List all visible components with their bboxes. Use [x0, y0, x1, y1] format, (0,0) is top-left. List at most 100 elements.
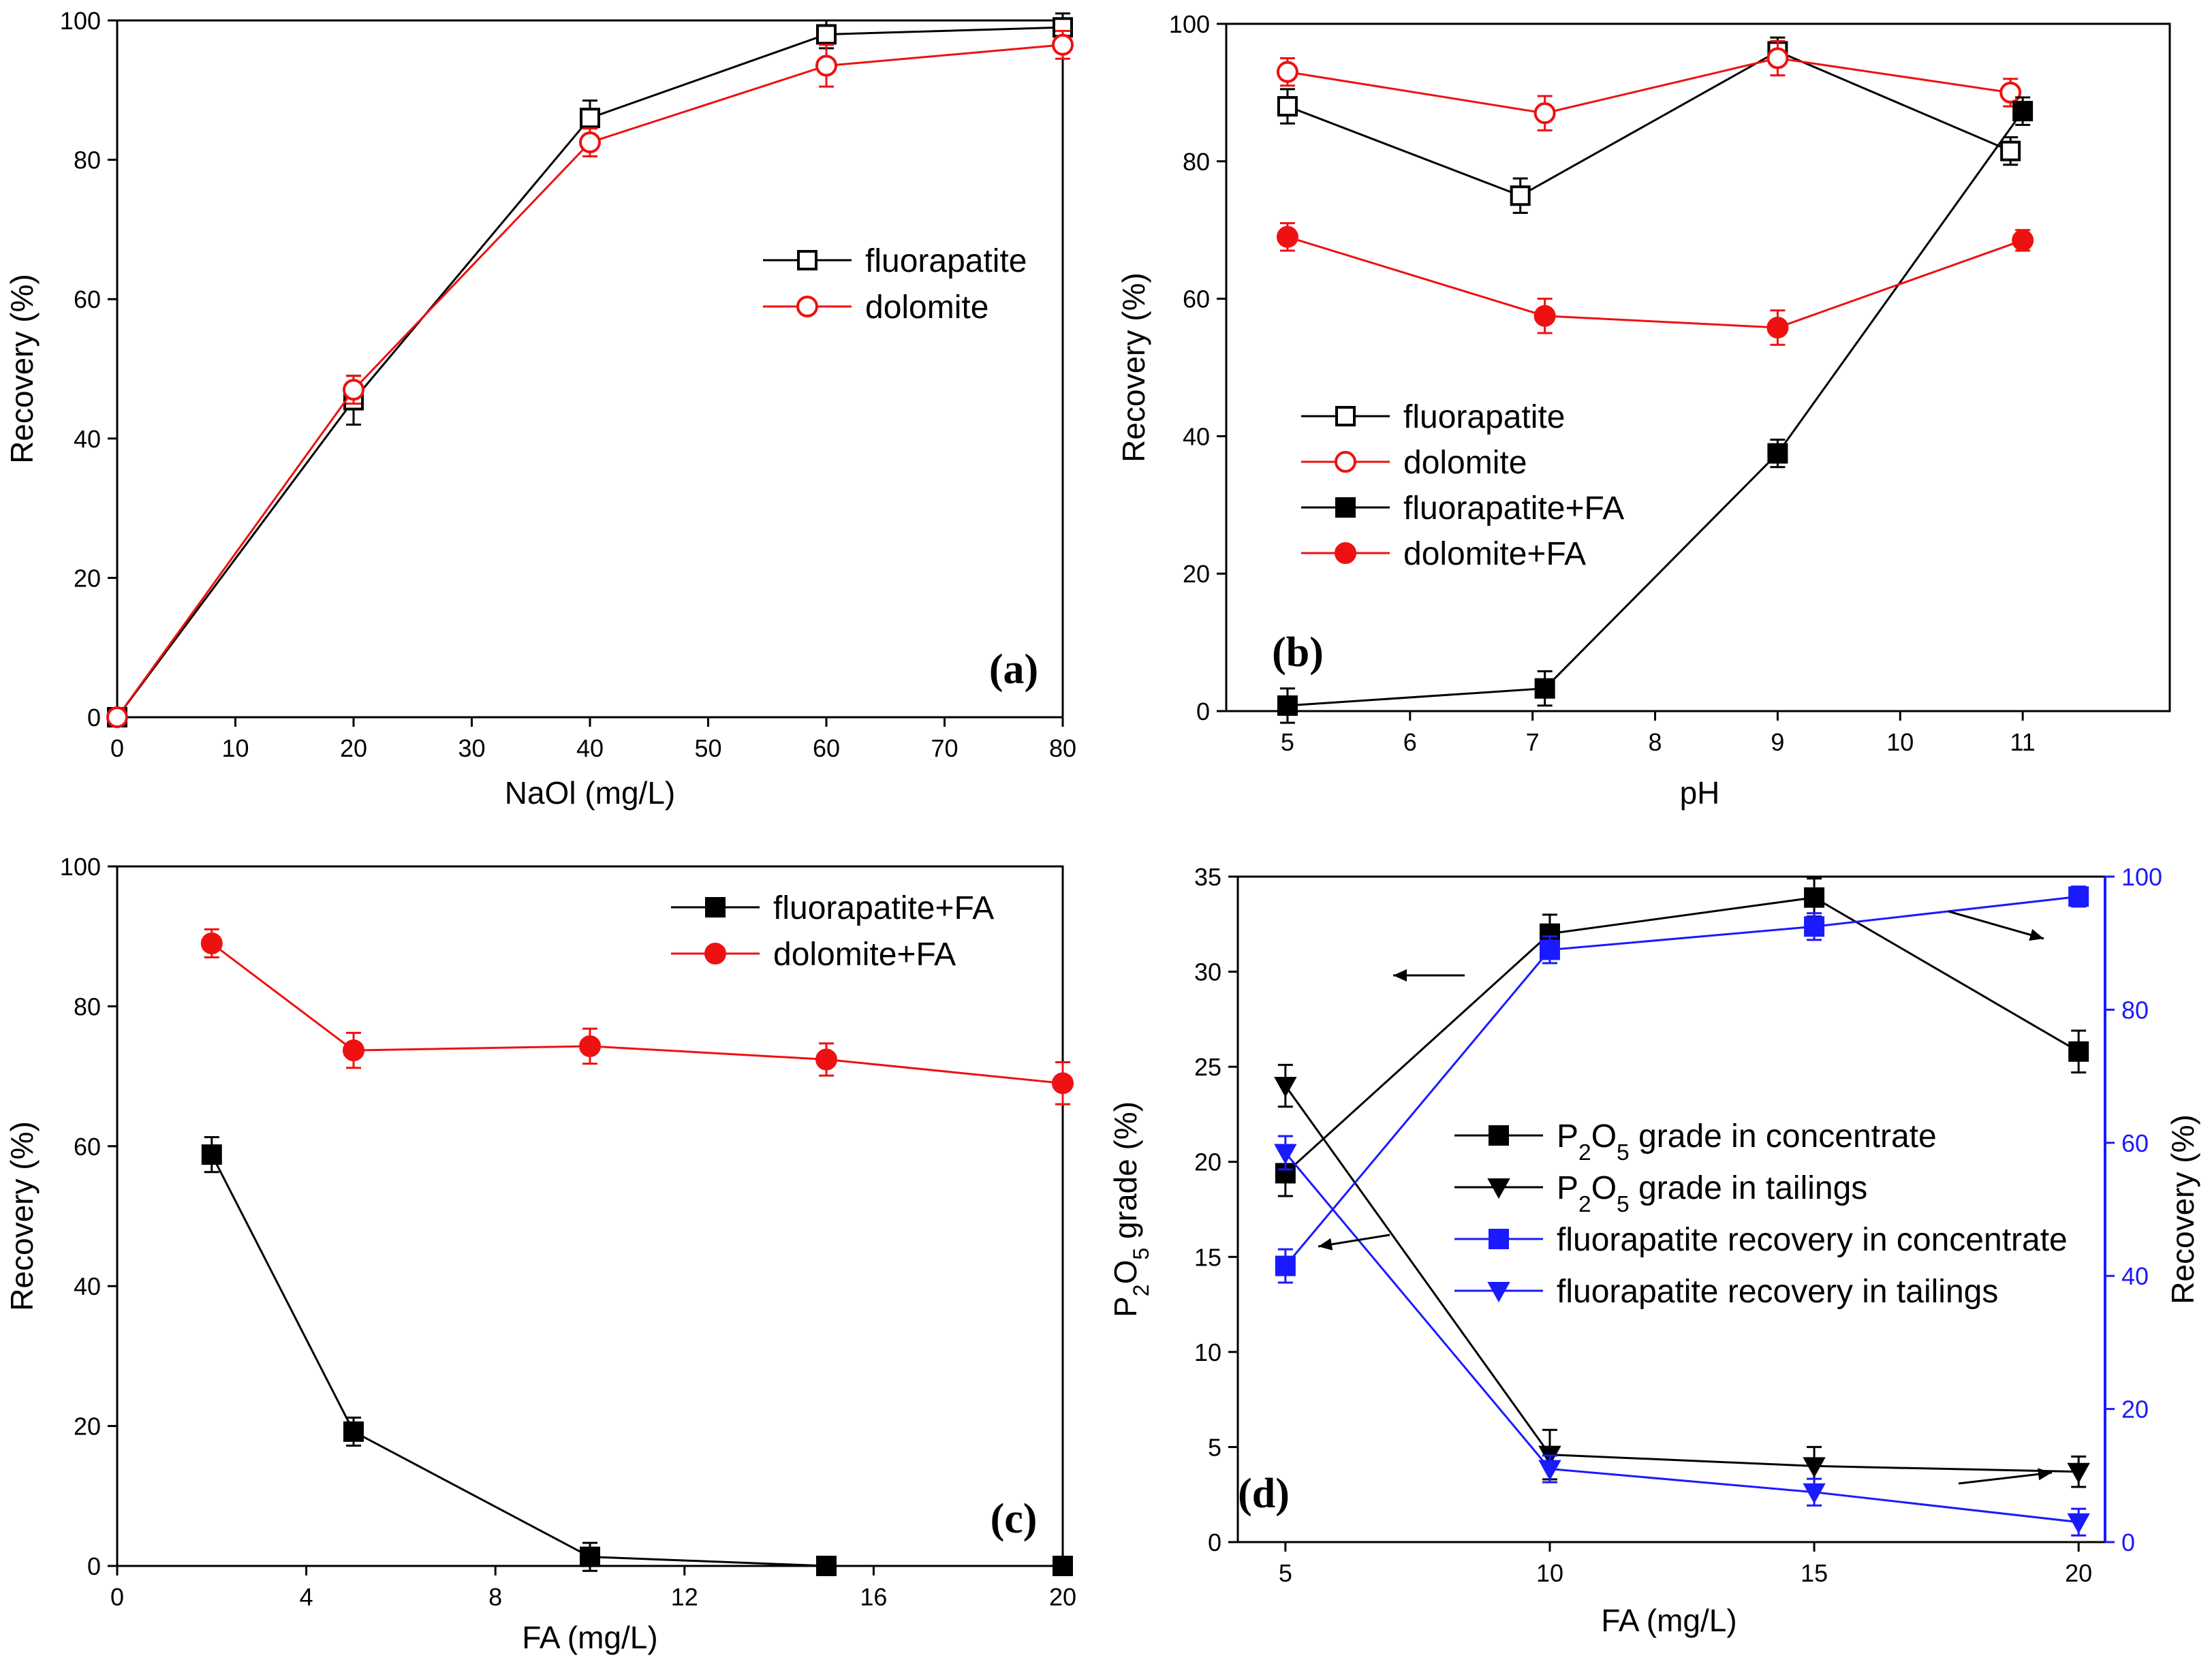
- y-tick-label: 35: [1194, 863, 1221, 891]
- data-point: [343, 1039, 364, 1062]
- y-tick-label: 40: [74, 1272, 101, 1300]
- y-tick-label: 15: [1194, 1243, 1221, 1271]
- series-line: [211, 1154, 1063, 1567]
- legend-marker: [796, 296, 818, 317]
- data-point: [1274, 1077, 1297, 1098]
- panel-label: (c): [991, 1496, 1038, 1542]
- legend-entry: fluorapatite: [1403, 399, 1565, 435]
- series-dolomite-fa: [200, 928, 1074, 1105]
- legend-marker: [1487, 1282, 1510, 1303]
- arrow-head: [2029, 928, 2044, 941]
- panel-b: 5 6 7 8 9 10 11 0 20 40 60 80 100 pH Recovery (%) (b) fl…: [1116, 10, 2171, 811]
- y-axis-label: Recovery (%): [1116, 272, 1151, 462]
- data-point: [816, 24, 837, 45]
- y-tick-label: 20: [1194, 1148, 1221, 1176]
- legend-entry: fluorapatite+FA: [1403, 490, 1624, 527]
- y-tick-label: 10: [1194, 1338, 1221, 1366]
- series-line: [1287, 50, 2011, 197]
- data-point: [1539, 939, 1560, 960]
- data-point: [1277, 695, 1298, 716]
- series-line: [1284, 1085, 2079, 1473]
- data-point: [343, 1421, 364, 1442]
- legend: fluorapatite dolomite: [763, 243, 1027, 326]
- legend-entry: dolomite: [1403, 445, 1527, 481]
- legend-marker: [1335, 497, 1356, 518]
- arrow-head: [2038, 1468, 2052, 1481]
- series-dolomite: [106, 29, 1074, 728]
- x-tick-label: 0: [110, 1583, 124, 1611]
- y-tick-label: 40: [1183, 422, 1210, 450]
- data-point: [1053, 1556, 1073, 1576]
- x-tick-label: 12: [671, 1583, 698, 1611]
- legend-marker: [1487, 1178, 1510, 1199]
- data-point: [2000, 140, 2021, 161]
- x-tick-label: 20: [1049, 1583, 1076, 1611]
- y-tick-label: 80: [74, 992, 101, 1020]
- x-tick-label: 16: [860, 1583, 887, 1611]
- y-axis-label: Recovery (%): [4, 274, 40, 464]
- data-point: [2067, 1462, 2090, 1484]
- y-tick-label: 0: [1196, 697, 1210, 725]
- y-tick-label: 0: [87, 1552, 101, 1580]
- x-tick-label: 10: [221, 734, 249, 762]
- data-point: [580, 1546, 600, 1567]
- legend: fluorapatite+FA dolomite+FA: [671, 890, 994, 973]
- panel-label: (a): [989, 646, 1038, 693]
- legend: P2O5 grade in concentrate P2O5 grade in t…: [1454, 1118, 2068, 1310]
- y-axis-label: P2O5 grade (%): [1108, 1101, 1153, 1317]
- y-tick-label: 80: [1183, 148, 1210, 176]
- legend-entry: dolomite+FA: [1403, 536, 1586, 572]
- data-point: [1275, 1255, 1296, 1276]
- data-point: [815, 1048, 837, 1071]
- data-point: [1533, 304, 1556, 327]
- panel-label: (b): [1272, 629, 1324, 676]
- data-point: [579, 1035, 601, 1057]
- legend-entry: fluorapatite+FA: [773, 890, 994, 926]
- data-point: [2067, 1513, 2090, 1534]
- x-tick-label: 10: [1886, 728, 1914, 756]
- y-tick-label: 30: [1194, 958, 1221, 986]
- x-tick-label: 6: [1403, 728, 1417, 756]
- y-right-tick-label: 60: [2121, 1129, 2149, 1157]
- x-tick-label: 0: [110, 734, 124, 762]
- panel-label: (d): [1238, 1471, 1290, 1517]
- y-tick-label: 0: [1208, 1528, 1221, 1556]
- x-tick-label: 70: [931, 734, 958, 762]
- x-tick-label: 5: [1281, 728, 1294, 756]
- x-tick-label: 4: [300, 1583, 313, 1611]
- panel-d: 5 10 15 20 0 5 10 15 20 25 30 35 0 20 40 60 80 100 Recover…: [1108, 863, 2200, 1638]
- x-tick-label: 30: [458, 734, 485, 762]
- y-tick-label: 100: [60, 7, 101, 35]
- y-tick-label: 60: [74, 1133, 101, 1161]
- data-point: [2012, 229, 2034, 251]
- legend-entry: P2O5 grade in tailings: [1557, 1170, 1867, 1217]
- data-point: [579, 131, 601, 154]
- arrow-shaft: [1958, 1471, 2053, 1485]
- data-point: [106, 706, 128, 728]
- data-point: [580, 108, 600, 129]
- legend-entry: P2O5 grade in concentrate: [1557, 1118, 1937, 1165]
- data-point: [200, 932, 223, 954]
- legend-marker: [1335, 406, 1356, 426]
- data-point: [1804, 916, 1825, 937]
- data-point: [1803, 1483, 1826, 1504]
- x-tick-label: 7: [1526, 728, 1540, 756]
- data-point: [201, 1144, 222, 1165]
- arrow-head: [1393, 969, 1407, 982]
- plot-frame: [1225, 22, 2171, 712]
- y-tick-label: 0: [87, 704, 101, 732]
- legend-marker: [704, 943, 726, 964]
- data-point: [2068, 886, 2089, 907]
- data-point: [1804, 887, 1825, 908]
- annotation-arrows: [1318, 910, 2053, 1485]
- data-point: [815, 54, 837, 77]
- series-line: [1287, 57, 2011, 114]
- y-tick-label: 80: [74, 146, 101, 174]
- y-tick-label: 60: [1183, 285, 1210, 313]
- x-axis-label: FA (mg/L): [1601, 1603, 1736, 1638]
- series-dolomite-fa: [1276, 222, 2034, 346]
- data-point: [1767, 443, 1788, 464]
- legend-entry: fluorapatite: [865, 243, 1027, 279]
- series-fluorapatite-fa: [201, 1135, 1073, 1576]
- plot-frame: [1236, 875, 2106, 1543]
